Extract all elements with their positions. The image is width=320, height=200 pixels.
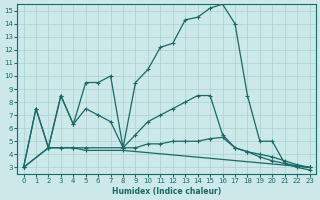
X-axis label: Humidex (Indice chaleur): Humidex (Indice chaleur) (112, 187, 221, 196)
